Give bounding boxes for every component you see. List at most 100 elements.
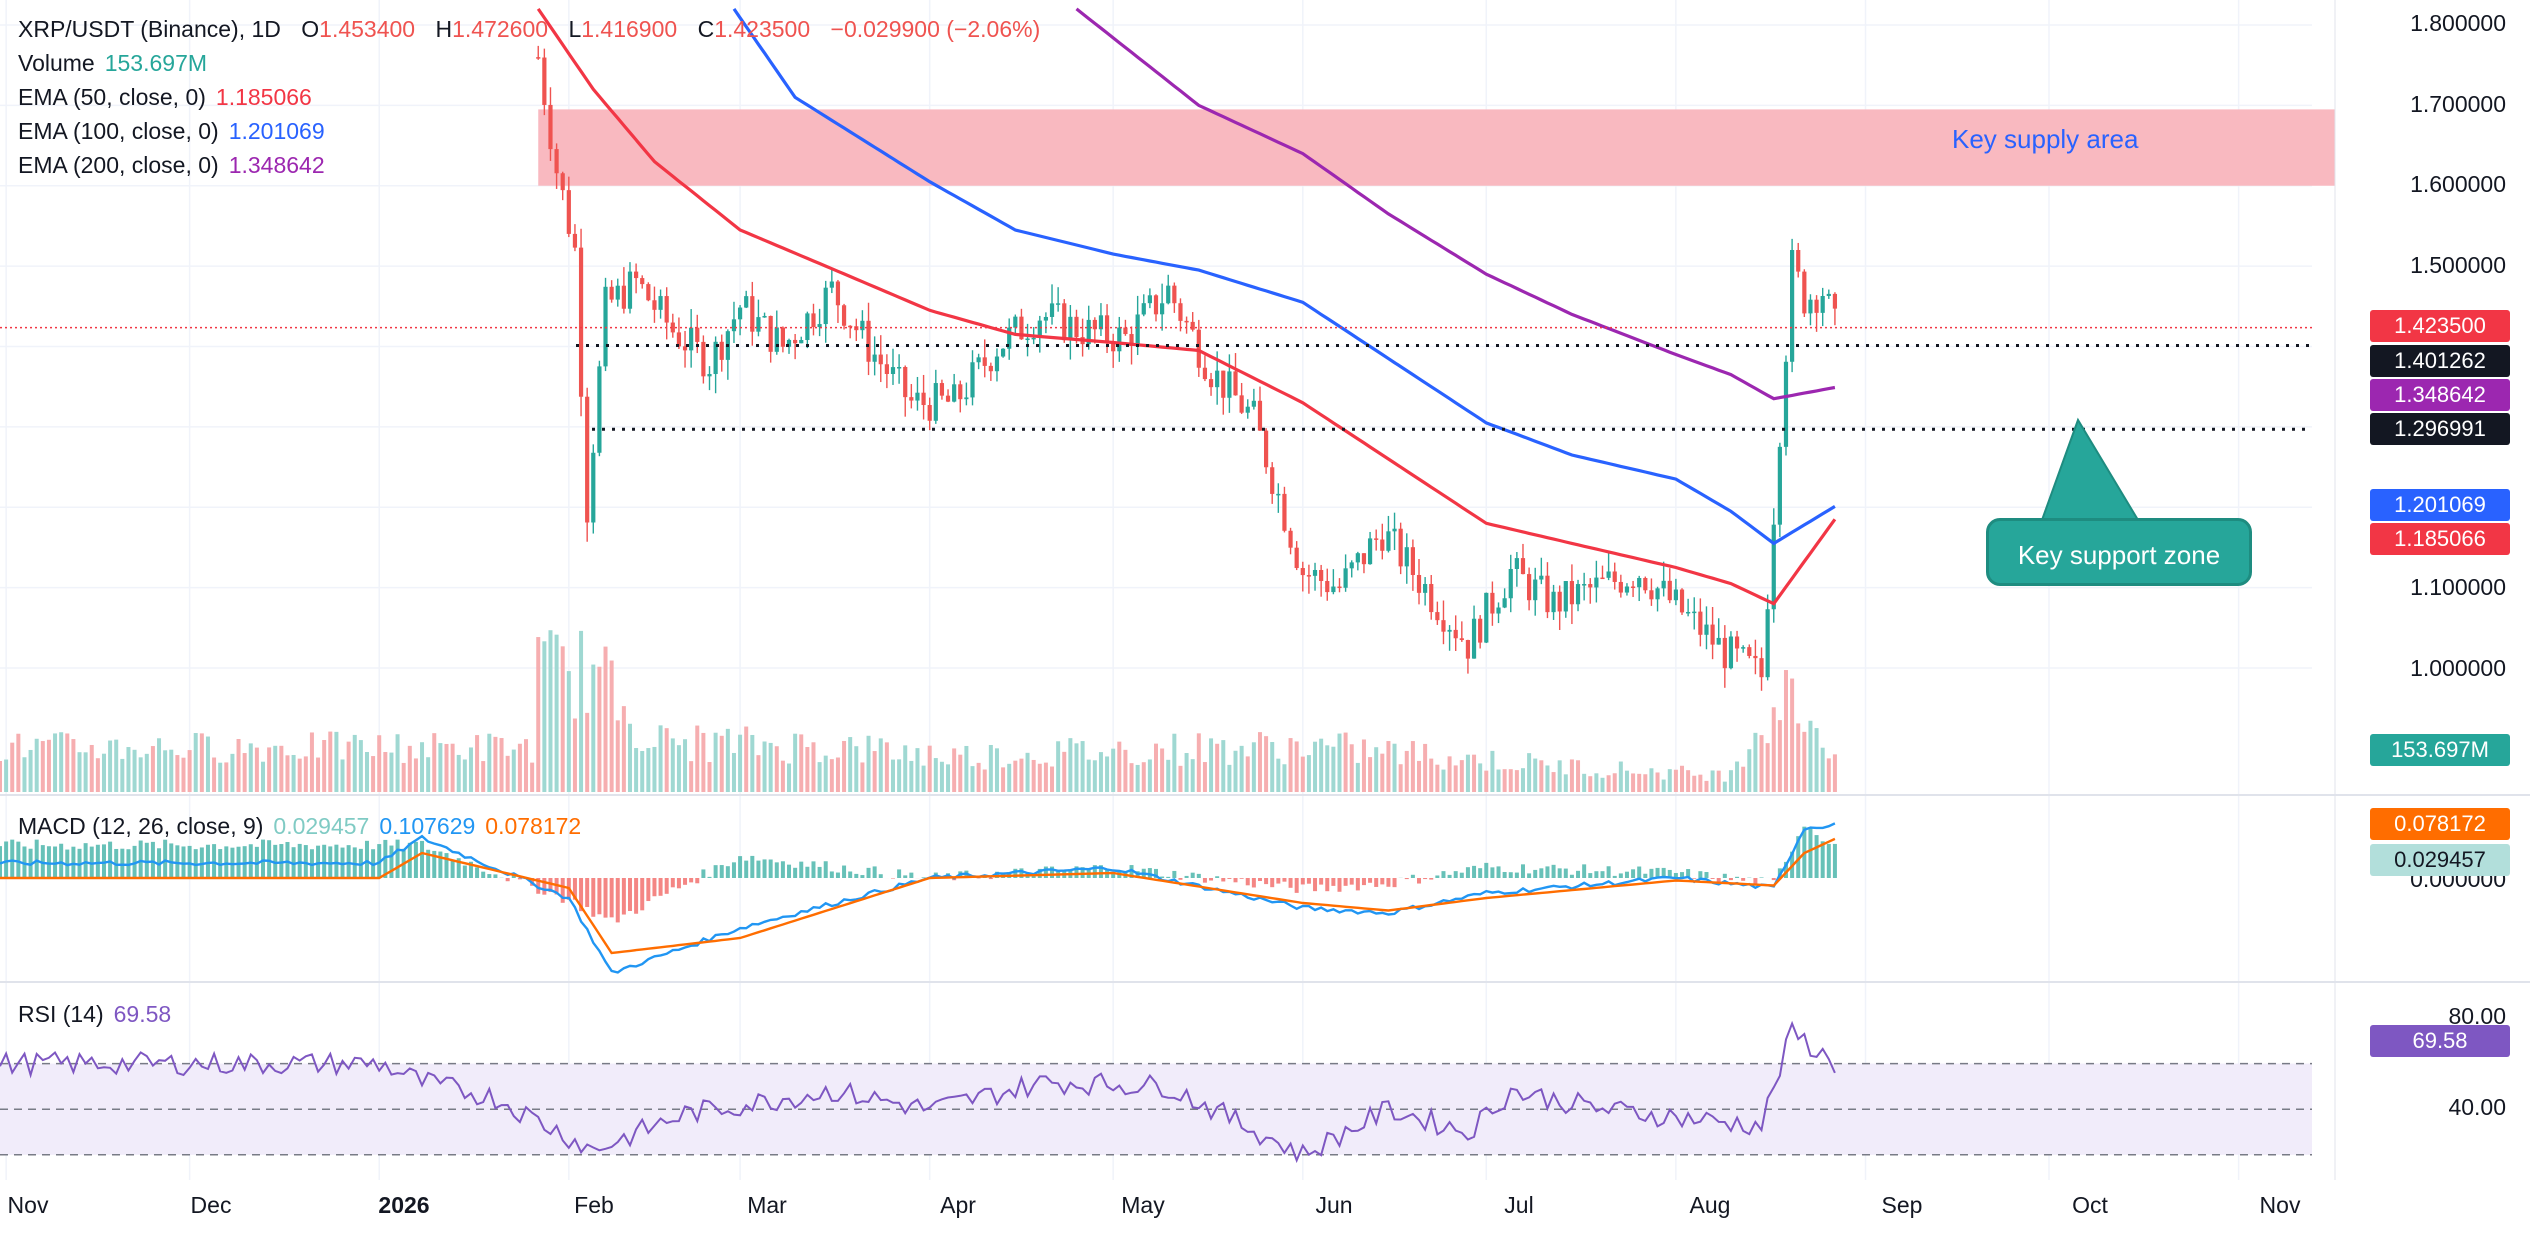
- candle-body: [1361, 553, 1367, 565]
- macd-histogram-bar: [1588, 873, 1593, 878]
- macd-histogram-bar: [279, 844, 284, 878]
- macd-histogram-bar: [46, 846, 51, 878]
- volume-bar: [16, 733, 21, 792]
- volume-legend[interactable]: Volume 153.697M: [18, 46, 1040, 80]
- volume-bar: [787, 763, 792, 792]
- volume-bar: [1704, 780, 1709, 792]
- macd-histogram-bar: [1343, 878, 1348, 886]
- volume-bar: [774, 746, 779, 792]
- macd-histogram-bar: [1569, 874, 1574, 878]
- macd-histogram-bar: [517, 878, 522, 880]
- volume-bar: [475, 735, 480, 792]
- macd-histogram-bar: [1582, 864, 1587, 878]
- macd-histogram-bar: [511, 874, 516, 878]
- rsi-legend[interactable]: RSI (14) 69.58: [18, 1001, 171, 1028]
- volume-bar: [322, 739, 327, 792]
- macd-histogram-bar: [1410, 874, 1415, 878]
- macd-histogram-bar: [438, 851, 443, 878]
- macd-legend[interactable]: MACD (12, 26, close, 9) 0.029457 0.107629 0…: [18, 813, 581, 840]
- volume-bar: [1251, 742, 1256, 792]
- macd-histogram-bar: [1031, 875, 1036, 878]
- volume-bar: [303, 756, 308, 792]
- volume-bar: [1215, 743, 1220, 792]
- candle-body: [646, 284, 651, 301]
- candle-body: [1447, 629, 1452, 632]
- candle-body: [1679, 589, 1685, 613]
- candle-body: [1257, 400, 1263, 431]
- macd-histogram-bar: [1239, 878, 1244, 879]
- time-tick: Nov: [7, 1192, 49, 1218]
- macd-histogram-bar: [1013, 868, 1018, 878]
- volume-bar: [707, 762, 712, 792]
- volume-bar: [1453, 765, 1458, 792]
- volume-bar: [970, 766, 975, 792]
- ema50-legend-label: EMA (50, close, 0): [18, 84, 206, 110]
- volume-bar: [1533, 758, 1538, 792]
- volume-bar: [1013, 760, 1018, 792]
- volume-bar: [169, 749, 174, 792]
- candle-body: [676, 332, 682, 347]
- candle-body: [1545, 575, 1550, 613]
- volume-bar: [1459, 760, 1464, 792]
- candle-body: [1196, 329, 1201, 368]
- macd-histogram-bar: [254, 846, 259, 878]
- volume-bar: [1520, 768, 1525, 792]
- volume-bar: [884, 742, 889, 792]
- candle-body: [1747, 647, 1752, 656]
- volume-bar: [1325, 745, 1330, 792]
- volume-bar: [1826, 758, 1831, 792]
- macd-histogram-bar: [811, 861, 816, 878]
- macd-histogram-bar: [1551, 864, 1556, 878]
- symbol-label[interactable]: XRP/USDT (Binance), 1D: [18, 16, 281, 42]
- volume-bar: [487, 733, 492, 792]
- support-zone-callout[interactable]: Key support zone: [1986, 518, 2252, 586]
- macd-histogram-bar: [340, 847, 345, 878]
- ema100-legend-value: 1.201069: [228, 118, 325, 144]
- supply-area-label[interactable]: Key supply area: [1952, 124, 2139, 154]
- volume-bar: [903, 745, 908, 792]
- candle-body: [805, 313, 810, 341]
- macd-histogram-bar: [316, 845, 321, 878]
- macd-histogram-bar: [334, 844, 339, 878]
- volume-bar: [1343, 732, 1348, 792]
- macd-histogram-bar: [1618, 873, 1623, 878]
- macd-histogram-bar: [1796, 836, 1801, 878]
- macd-histogram-bar: [1814, 835, 1819, 878]
- volume-bar: [352, 734, 357, 792]
- macd-histogram-bar: [1043, 866, 1048, 878]
- macd-histogram-bar: [560, 878, 565, 903]
- candle-body: [1294, 547, 1299, 569]
- volume-bar: [554, 634, 559, 792]
- volume-bar: [309, 732, 314, 792]
- macd-histogram-bar: [1361, 878, 1366, 886]
- macd-histogram-bar: [1154, 868, 1158, 878]
- volume-bar: [1735, 761, 1740, 792]
- macd-histogram-bar: [1563, 868, 1568, 878]
- candle-body: [1655, 588, 1660, 600]
- volume-bar: [585, 712, 590, 792]
- candle-body: [866, 320, 871, 362]
- ema100-legend[interactable]: EMA (100, close, 0) 1.201069: [18, 114, 1040, 148]
- volume-bar: [829, 759, 834, 792]
- ema50-legend[interactable]: EMA (50, close, 0) 1.185066: [18, 80, 1040, 114]
- volume-bar: [1716, 770, 1721, 792]
- candle-body: [1386, 531, 1391, 551]
- candle-body: [609, 286, 614, 300]
- ema200-legend[interactable]: EMA (200, close, 0) 1.348642: [18, 148, 1040, 182]
- volume-bar: [1319, 738, 1324, 792]
- macd-histogram-bar: [236, 846, 241, 878]
- volume-bar: [1790, 678, 1795, 792]
- candle-body: [878, 354, 883, 365]
- close-value: 1.423500: [714, 16, 811, 42]
- volume-bar: [187, 750, 192, 792]
- macd-histogram-bar: [199, 847, 204, 878]
- macd-histogram-bar: [1606, 866, 1611, 878]
- candle-body: [939, 383, 945, 396]
- volume-bar: [193, 733, 198, 792]
- macd-histogram-bar: [762, 859, 767, 878]
- candle-body: [1637, 577, 1642, 588]
- candle-body: [1056, 303, 1061, 305]
- volume-bar: [1154, 743, 1158, 792]
- candle-body: [1478, 618, 1483, 643]
